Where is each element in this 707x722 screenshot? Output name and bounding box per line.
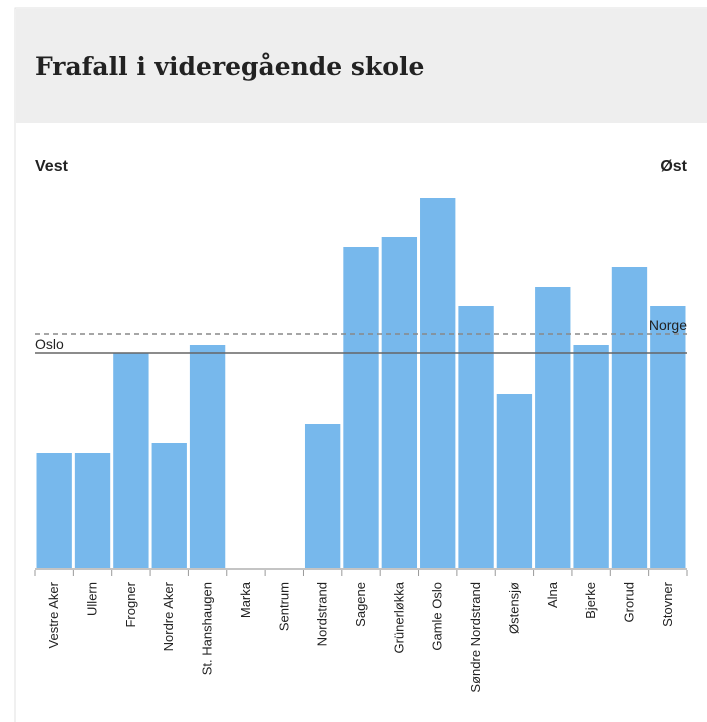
bar <box>535 287 571 568</box>
reference-label: Oslo <box>35 336 64 352</box>
x-tick-label: Nordstrand <box>315 582 330 646</box>
x-tick-label: Gamle Oslo <box>430 582 445 651</box>
left-label: Vest <box>35 158 69 175</box>
bar <box>650 306 686 568</box>
bar <box>496 394 533 568</box>
header <box>16 9 707 123</box>
bar <box>113 353 149 568</box>
bar <box>36 453 72 568</box>
reference-label: Norge <box>649 317 687 333</box>
bar <box>189 345 226 568</box>
bar <box>573 345 609 568</box>
x-tick-label: Frogner <box>123 581 138 627</box>
x-tick-label: Sentrum <box>276 582 291 631</box>
bar <box>74 453 111 568</box>
x-tick-label: Nordre Aker <box>161 581 176 651</box>
bar <box>611 267 648 568</box>
bar <box>151 443 187 568</box>
bar <box>381 237 418 568</box>
right-label: Øst <box>660 158 687 175</box>
bar <box>343 247 379 568</box>
x-tick-label: St. Hanshaugen <box>200 582 215 675</box>
chart-title: Frafall i videregående skole <box>35 52 424 81</box>
x-tick-label: Søndre Nordstrand <box>468 582 483 693</box>
x-tick-label: Grünerløkka <box>391 581 406 653</box>
x-tick-label: Grorud <box>621 582 636 622</box>
bar <box>420 198 456 568</box>
x-tick-label: Vestre Aker <box>46 581 61 648</box>
x-tick-label: Alna <box>545 581 560 608</box>
x-tick-label: Sagene <box>353 582 368 627</box>
x-tick-label: Ullern <box>85 582 100 616</box>
bar <box>458 306 494 568</box>
x-tick-label: Østensjø <box>506 582 521 634</box>
x-tick-label: Marka <box>238 581 253 618</box>
x-tick-label: Bjerke <box>583 582 598 619</box>
bar <box>304 424 341 568</box>
x-tick-label: Stovner <box>660 581 675 626</box>
